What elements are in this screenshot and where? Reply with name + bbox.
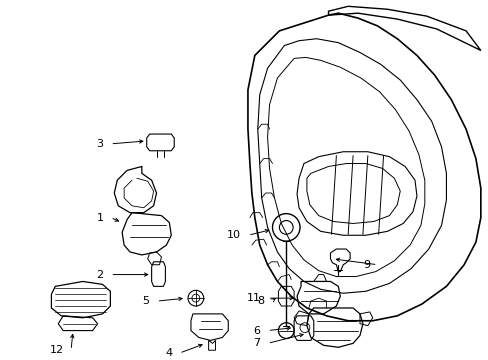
Text: 4: 4 xyxy=(165,348,172,358)
Text: 7: 7 xyxy=(253,338,260,348)
Text: 9: 9 xyxy=(363,260,370,270)
Text: 3: 3 xyxy=(96,139,103,149)
Text: 6: 6 xyxy=(253,325,260,336)
Text: 12: 12 xyxy=(50,345,64,355)
Text: 1: 1 xyxy=(96,212,103,222)
Text: 8: 8 xyxy=(257,296,264,306)
Text: 5: 5 xyxy=(142,296,149,306)
Text: 10: 10 xyxy=(226,230,241,240)
Text: 11: 11 xyxy=(246,293,260,303)
Text: 2: 2 xyxy=(96,270,103,280)
